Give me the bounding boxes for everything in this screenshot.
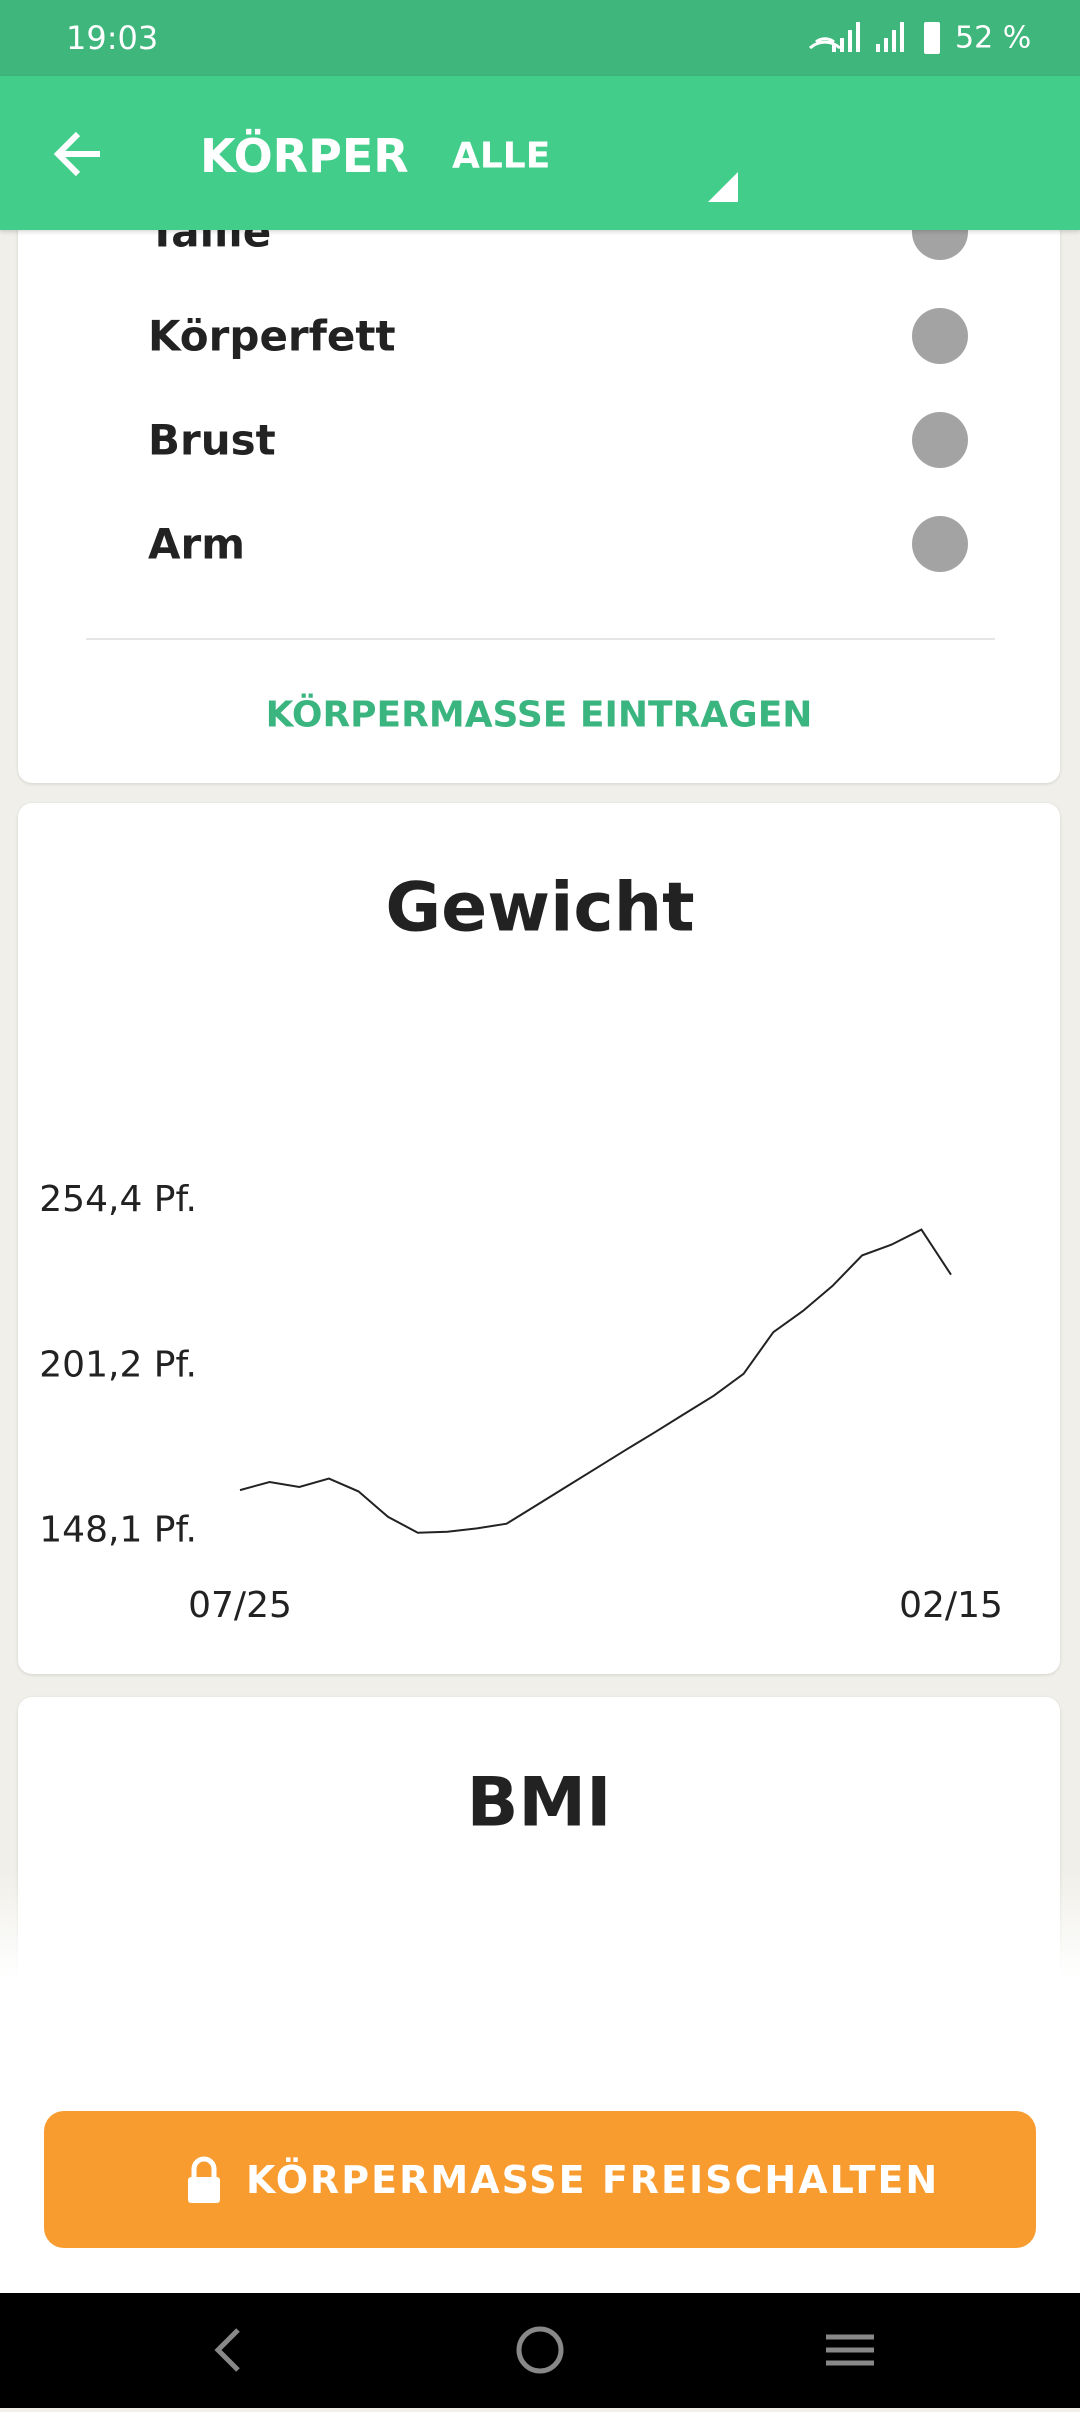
bmi-title: BMI <box>466 1763 612 1843</box>
lock-icon <box>188 2156 220 2203</box>
measurement-item[interactable]: Arm <box>148 519 245 569</box>
y-tick-label: 148,1 Pf. <box>39 1509 197 1550</box>
y-tick-label: 254,4 Pf. <box>39 1179 197 1220</box>
lock-icon <box>912 516 968 572</box>
weight-chart: Gewicht 148,1 Pf. 201,2 Pf. 254,4 Pf. 07/25… <box>39 869 1003 1626</box>
x-tick-label: 07/25 <box>188 1585 292 1626</box>
divider <box>86 638 995 640</box>
measurement-item[interactable]: Brust <box>148 415 276 465</box>
status-bar: 19:03 52 % <box>0 0 1080 76</box>
unlock-label: KÖRPERMASSE FREISCHALTEN <box>246 2158 940 2202</box>
nav-menu[interactable] <box>826 2334 874 2366</box>
dropdown-arrow[interactable] <box>706 170 742 206</box>
back-button[interactable] <box>52 128 104 180</box>
weight-line <box>239 1228 952 1534</box>
x-tick-label: 02/15 <box>899 1585 1003 1626</box>
add-measurements-button[interactable]: KÖRPERMASSE EINTRAGEN <box>265 694 813 736</box>
weight-card <box>18 803 1060 1674</box>
y-tick-label: 201,2 Pf. <box>39 1344 197 1385</box>
screen-title: KÖRPER <box>200 129 409 183</box>
status-icons <box>808 22 940 54</box>
unlock-button[interactable]: KÖRPERMASSE FREISCHALTEN <box>44 2111 1036 2248</box>
lock-icon <box>912 412 968 468</box>
battery-level: 52 % <box>955 20 1032 56</box>
navigation-bar <box>0 2293 1080 2408</box>
nav-icons <box>214 2326 874 2374</box>
chart-title: Gewicht <box>385 869 694 948</box>
lock-icon <box>912 308 968 364</box>
app-bar: KÖRPER ALLE <box>0 76 1080 230</box>
clock: 19:03 <box>66 19 159 57</box>
nav-home[interactable] <box>516 2326 564 2374</box>
nav-back[interactable] <box>214 2328 240 2372</box>
filter-dropdown[interactable]: ALLE <box>452 135 551 177</box>
measurement-item[interactable]: Körperfett <box>148 311 396 361</box>
